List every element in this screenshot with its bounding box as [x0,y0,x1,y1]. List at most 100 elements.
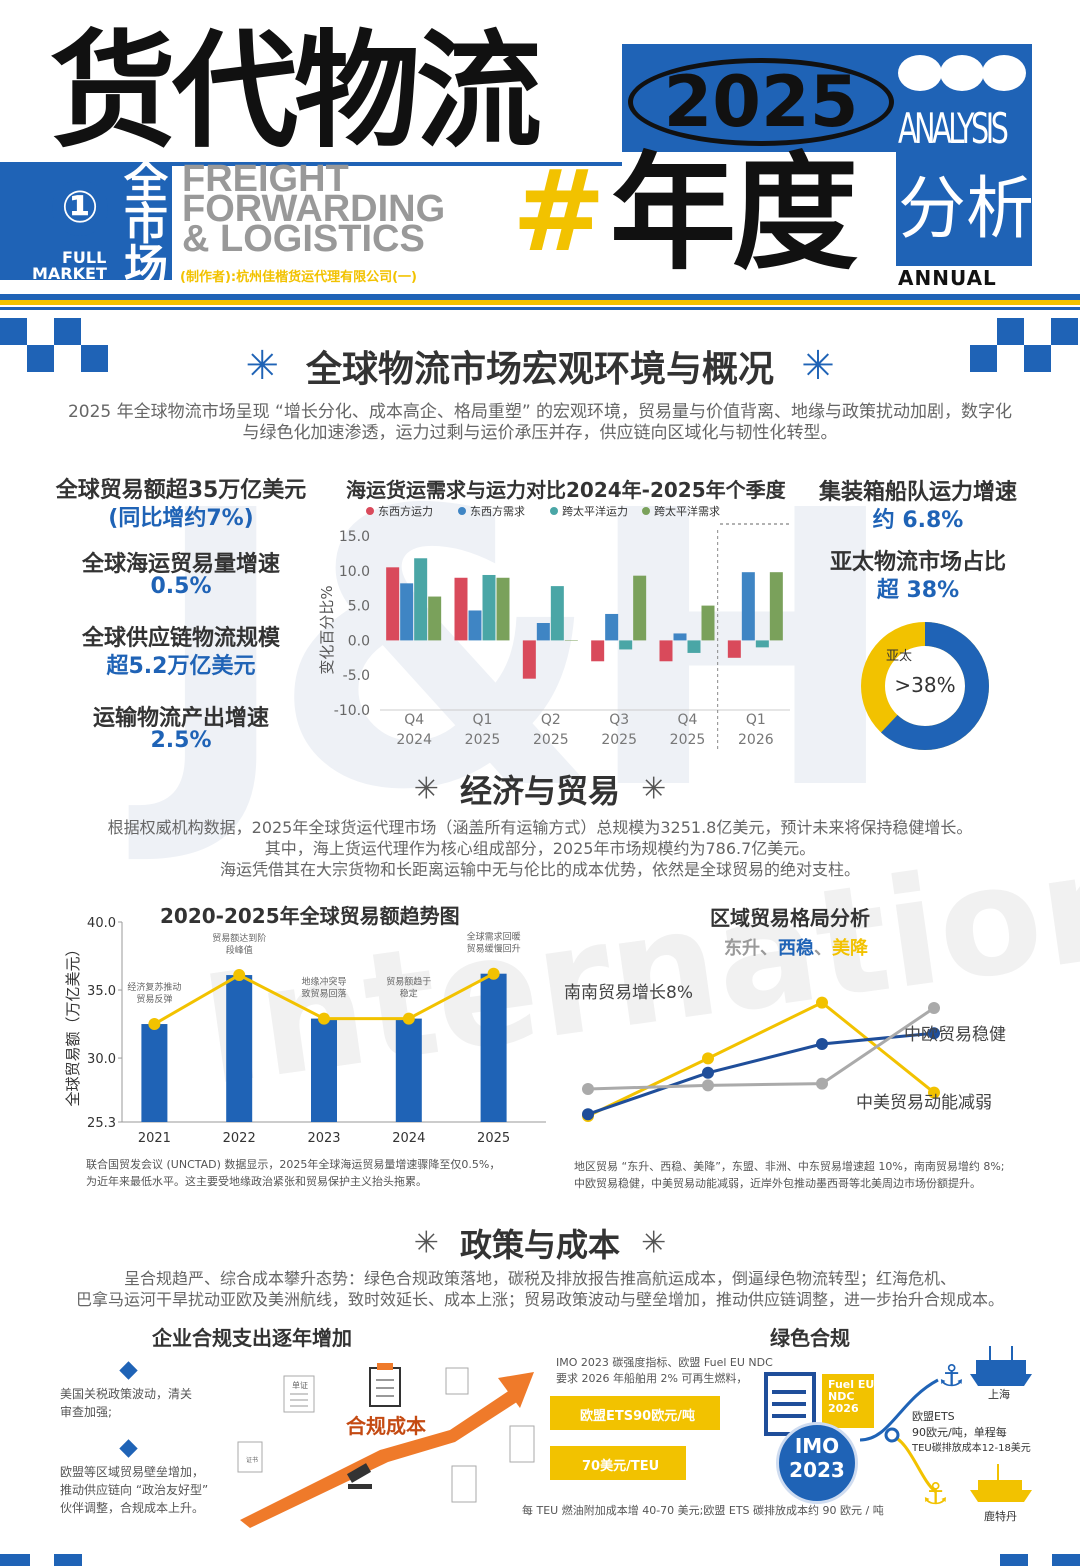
legend-swatch [550,507,558,515]
asterisk-icon: ✳ [801,343,835,389]
full-market-band-2 [172,162,622,166]
x-tick-label: 2021 [138,1131,171,1146]
legend-label: 跨太平洋运力 [562,504,628,518]
route-graphic: ⚓ ⚓ [859,1346,1032,1512]
diamond-icon [119,1439,138,1458]
bar [428,596,442,641]
bar [226,975,253,1122]
bar [727,640,741,658]
subtitle-sep: 、 [760,938,778,959]
bar [701,605,715,641]
y-axis-label: 全球贸易额（万亿美元） [64,941,82,1106]
series-point [928,1027,940,1040]
arrow-icon [240,1390,520,1528]
bar [564,640,578,641]
chart-regional: 区域贸易格局分析 东升、西稳、美降 南南贸易增长8% 中欧贸易稳健 中美贸易动能减弱… [560,894,1060,1194]
x-tick-label: 2026 [738,732,774,748]
section2-title-row: ✳ 经济与贸易 ✳ [300,766,780,812]
bar [741,572,755,641]
full-market-en-1: FULL [62,248,107,267]
divider [0,300,1080,305]
x-tick-label: 2024 [392,1131,425,1146]
legend-swatch [458,507,466,515]
section1-title: 全球物流市场宏观环境与概况 [305,349,774,390]
full-market-cn: 全市场 [124,157,168,292]
clipboard-icon [369,1367,401,1407]
analysis-cn: 分析 [898,170,1035,249]
stat-title: 全球供应链物流规模 [81,626,280,651]
cert-label: 证书 [246,1456,258,1464]
x-tick-label: 2025 [477,1131,510,1146]
donut-label: 亚太 [886,649,912,664]
donut-arc [861,622,989,750]
dots-icon [898,52,1028,92]
legend-swatch [642,507,650,515]
series-label: 中美贸易动能减弱 [856,1093,992,1113]
trend-point [487,967,500,980]
section1-intro-2: 与绿色化加速渗透，运力过剩与运价承压并存，供应链向区域化与韧性化转型。 [242,423,838,443]
annotation: 致贸易回落 [301,988,346,1000]
green-title: 绿色合规 [770,1326,850,1350]
annotation: 地缘冲突导 [301,976,346,988]
imo-year: 2023 [789,1458,845,1482]
x-tick-label: Q4 [404,712,424,728]
ets-info: TEU碳排放成本12-18美元 [912,1443,1031,1454]
bar [591,640,605,662]
trend-point [402,1012,415,1025]
chart-quarterly: 海运货运需求与运力对比2024年-2025年个季度 东西方运力 东西方需求 跨太平洋… [310,470,810,760]
doc-line [772,1414,806,1418]
annotation: 贸易缓慢回升 [467,943,521,955]
footer-block [54,1554,82,1566]
section2-title: 经济与贸易 [459,772,620,810]
stat-value: 超 38% [876,578,960,603]
stat-title: 运输物流产出增速 [92,706,269,731]
anchor-icon: ⚓ [922,1477,949,1512]
gavel-icon [346,1463,372,1489]
asterisk-icon: ✳ [641,1225,667,1261]
chart-note: 联合国贸发会议 (UNCTAD) 数据显示，2025年全球海运贸易量增速骤降至仅… [86,1158,501,1171]
bar [480,973,507,1122]
trend-point [233,969,246,982]
y-tick-label: 30.0 [87,1052,116,1067]
stat-value: 2.5% [150,728,212,753]
footer-block [0,1554,30,1566]
compliance-item: 伙伴调整，合规成本上升。 [60,1501,205,1515]
bar [633,575,647,641]
series-point [702,1066,714,1079]
legend-swatch [366,507,374,515]
ets-bar [550,1396,720,1430]
checker-left [0,318,110,372]
subtitle-west: 西稳 [778,938,814,959]
x-tick-label: 2025 [533,732,569,748]
legend-label: 跨太平洋需求 [654,504,720,518]
section2-p1: 根据权威机构数据，2025年全球货运代理市场（涵盖所有运输方式）总规模为3251… [107,818,973,837]
fuel-eu-text: NDC [828,1390,855,1403]
series-point [816,996,828,1009]
y-tick-label: 25.3 [87,1116,116,1131]
bar [755,640,769,648]
y-tick-label: 0.0 [348,633,370,649]
trend-point [318,1012,330,1025]
stat-title: 集装箱船队运力增速 [818,480,1017,505]
bar [311,1018,337,1122]
fuel-eu-text: 2026 [828,1402,859,1415]
annotation: 段峰值 [226,944,253,956]
section2-p3: 海运凭借其在大宗货物和长距离运输中无与伦比的成本优势，依然是全球贸易的绝对支柱。 [219,860,860,879]
series-point [582,1083,594,1095]
chart-trade: 2020-2025年全球贸易额趋势图 40.0 35.0 30.0 25.3 全球贸易额… [56,894,556,1194]
trend-point [148,1018,161,1031]
series-point [702,1079,714,1092]
bottom-note: 每 TEU 燃油附加成本增 40-70 美元;欧盟 ETS 碳排放成本约 90 … [522,1504,884,1517]
compliance-title: 企业合规支出逐年增加 [152,1326,352,1350]
donut-chart: 亚太 >38% [861,622,989,750]
y-tick-label: -5.0 [343,668,370,684]
anchor-icon: ⚓ [938,1359,965,1394]
y-tick-label: 15.0 [339,529,370,545]
imo-note: 要求 2026 年船舶用 2% 可再生燃料， [556,1372,748,1385]
checker-right [970,318,1080,372]
compliance-item: 推动供应链向 “政治友好型” [60,1483,209,1497]
series-point [582,1108,594,1121]
x-tick-label: Q1 [473,712,493,728]
stat-value: 约 6.8% [872,508,964,533]
series-point [928,1086,940,1099]
